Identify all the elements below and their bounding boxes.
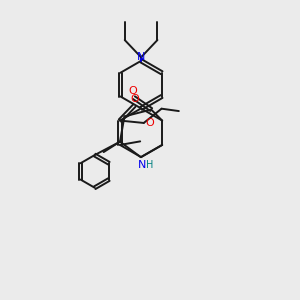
Text: O: O: [128, 86, 137, 96]
Text: H: H: [146, 160, 153, 170]
Text: O: O: [130, 94, 139, 104]
Text: N: N: [137, 52, 145, 62]
Text: O: O: [145, 118, 154, 128]
Text: N: N: [137, 160, 146, 170]
